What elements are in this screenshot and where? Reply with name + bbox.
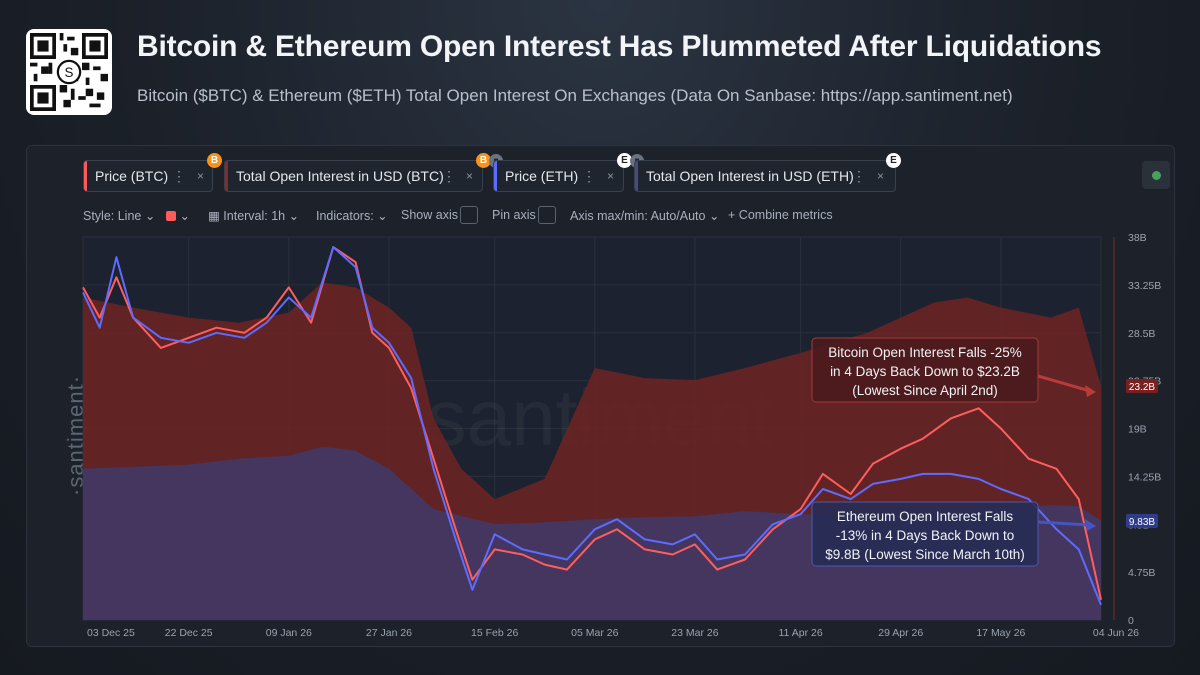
bitcoin-icon: B xyxy=(476,153,491,168)
axis-value-label: 9.83B xyxy=(1129,517,1155,528)
y-tick-label: 0 xyxy=(1128,615,1134,627)
qr-code: S xyxy=(26,29,112,115)
interval-label: Interval: 1h xyxy=(223,209,286,223)
combine-metrics-button[interactable]: + Combine metrics xyxy=(728,208,833,222)
combine-label: Combine metrics xyxy=(738,208,833,222)
show-axis-label: Show axis xyxy=(401,208,458,222)
page-title: Bitcoin & Ethereum Open Interest Has Plu… xyxy=(137,30,1102,63)
y-tick-label: 38B xyxy=(1128,232,1147,244)
metric-color-bar xyxy=(225,161,228,191)
line-price-eth- xyxy=(82,246,1102,606)
metric-label: Total Open Interest in USD (BTC) xyxy=(236,168,444,184)
metric-chip-eth-price[interactable]: Price (ETH) ⋮ × xyxy=(493,160,624,192)
x-tick-label: 29 Apr 26 xyxy=(878,627,923,639)
annotation-arrow xyxy=(1037,520,1091,527)
y-tick-label: 14.25B xyxy=(1128,471,1161,483)
interval-select[interactable]: ▦ Interval: 1h ⌄ xyxy=(208,209,300,223)
plus-icon: + xyxy=(728,208,736,222)
x-tick-label: 03 Dec 25 xyxy=(87,627,135,639)
close-icon[interactable]: × xyxy=(877,169,885,183)
style-select[interactable]: Style: Line ⌄ xyxy=(83,209,156,223)
annotation-text: $9.8B (Lowest Since March 10th) xyxy=(825,547,1025,562)
metric-color-bar xyxy=(635,161,638,191)
line-price-btc- xyxy=(82,246,1102,601)
indicators-select[interactable]: Indicators: ⌄ xyxy=(316,209,388,223)
annotation-text: Ethereum Open Interest Falls xyxy=(837,509,1014,524)
arrow-head-icon xyxy=(1085,385,1096,397)
pin-axis-checkbox[interactable] xyxy=(538,206,556,224)
ethereum-icon: E xyxy=(886,153,901,168)
show-axis-checkbox[interactable] xyxy=(460,206,478,224)
x-tick-label: 27 Jan 26 xyxy=(366,627,412,639)
calendar-icon: ▦ xyxy=(208,209,220,223)
annotation-text: (Lowest Since April 2nd) xyxy=(852,383,998,398)
metric-label: Total Open Interest in USD (ETH) xyxy=(646,168,854,184)
ethereum-icon: E xyxy=(617,153,632,168)
y-tick-label: 19B xyxy=(1128,424,1147,436)
style-label: Style: Line xyxy=(83,209,142,223)
x-tick-label: 15 Feb 26 xyxy=(471,627,518,639)
annotation-box xyxy=(811,337,1039,403)
metric-chip-eth-oi[interactable]: Total Open Interest in USD (ETH) ⋮ × xyxy=(634,160,896,192)
arrow-head-icon xyxy=(1085,519,1096,531)
annotation-text: Bitcoin Open Interest Falls -25% xyxy=(828,345,1022,360)
annotation-text: in 4 Days Back Down to $23.2B xyxy=(830,364,1020,379)
metric-color-bar xyxy=(84,161,87,191)
axis-maxmin-select[interactable]: Axis max/min: Auto/Auto ⌄ xyxy=(570,209,720,223)
indicators-label: Indicators: xyxy=(316,209,374,223)
metric-chip-btc-price[interactable]: Price (BTC) ⋮ × xyxy=(83,160,213,192)
axis-value-badge xyxy=(1126,379,1158,394)
annotation-arrow xyxy=(1037,374,1091,393)
x-tick-label: 17 May 26 xyxy=(976,627,1025,639)
axis-value-badge xyxy=(1126,513,1158,528)
x-tick-label: 09 Jan 26 xyxy=(266,627,312,639)
close-icon[interactable]: × xyxy=(607,169,615,183)
y-tick-label: 33.25B xyxy=(1128,280,1161,292)
page-subtitle: Bitcoin ($BTC) & Ethereum ($ETH) Total O… xyxy=(137,86,1013,105)
metric-label: Price (BTC) xyxy=(95,168,169,184)
axis-maxmin-label: Axis max/min: Auto/Auto xyxy=(570,209,706,223)
color-swatch-icon xyxy=(166,211,176,221)
metric-chip-btc-oi[interactable]: Total Open Interest in USD (BTC) ⋮ × xyxy=(224,160,483,192)
metric-label: Price (ETH) xyxy=(505,168,579,184)
color-picker[interactable]: ⌄ xyxy=(166,208,190,223)
more-icon[interactable]: ⋮ xyxy=(172,167,186,184)
bitcoin-icon: B xyxy=(207,153,222,168)
status-indicator[interactable] xyxy=(1142,161,1170,189)
pin-axis-label: Pin axis xyxy=(492,208,536,222)
close-icon[interactable]: × xyxy=(197,169,205,183)
axis-value-label: 23.2B xyxy=(1129,382,1155,393)
more-icon[interactable]: ⋮ xyxy=(852,167,866,184)
svg-text:S: S xyxy=(65,65,74,80)
qr-code-icon: S xyxy=(30,33,108,111)
y-tick-label: 4.75B xyxy=(1128,567,1155,579)
x-tick-label: 23 Mar 26 xyxy=(671,627,718,639)
more-icon[interactable]: ⋮ xyxy=(582,167,596,184)
close-icon[interactable]: × xyxy=(466,169,474,183)
x-tick-label: 11 Apr 26 xyxy=(779,627,823,639)
x-tick-label: 04 Jun 26 xyxy=(1093,627,1139,639)
metric-color-bar xyxy=(494,161,497,191)
x-tick-label: 22 Dec 25 xyxy=(165,627,213,639)
status-dot-icon xyxy=(1151,170,1161,180)
x-tick-label: 05 Mar 26 xyxy=(571,627,618,639)
y-tick-label: 28.5B xyxy=(1128,328,1155,340)
annotation-box xyxy=(811,501,1039,567)
more-icon[interactable]: ⋮ xyxy=(442,167,456,184)
annotation-text: -13% in 4 Days Back Down to xyxy=(836,528,1015,543)
